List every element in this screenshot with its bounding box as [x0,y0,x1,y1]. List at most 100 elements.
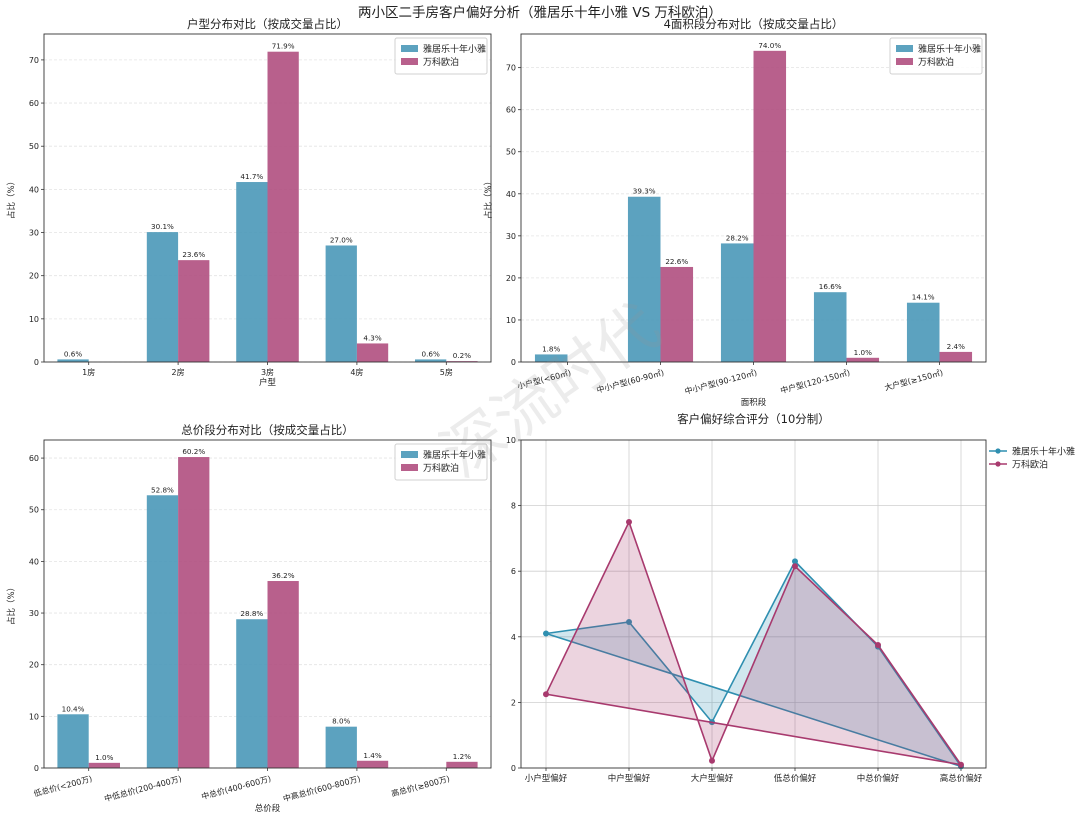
bar-1-0 [88,762,120,768]
y-tick-label: 20 [29,272,39,281]
point-1-0 [543,691,549,698]
plot-frame [520,439,987,769]
bar-0-0 [534,354,568,362]
y-tick-label: 10 [29,315,39,324]
legend-label-0: 雅居乐十年小雅 [423,449,486,461]
y-tick-label: 40 [29,557,39,566]
bar-1-2 [267,581,299,768]
legend-box [394,37,488,75]
y-tick-label: 0 [511,764,516,773]
y-tick-label: 4 [511,633,516,642]
x-tick-label: 1房 [82,367,95,377]
y-tick-label: 30 [29,229,39,238]
legend-label-0: 雅居乐十年小雅 [423,43,486,55]
y-tick-label: 20 [29,661,39,670]
data-label-1-2: 74.0% [758,41,781,50]
data-label-1-0: 1.0% [95,753,113,762]
legend-marker-1 [995,461,1001,467]
legend-box [394,443,488,481]
data-label-1-3: 1.0% [854,348,872,357]
data-label-1-4: 0.2% [453,351,471,360]
y-tick-label: 50 [29,142,39,151]
legend-label-0: 雅居乐十年小雅 [1012,446,1075,458]
data-label-0-3: 27.0% [330,235,353,244]
bar-1-4 [446,761,478,768]
data-label-0-3: 8.0% [332,717,350,726]
legend-label-1: 万科欧泊 [423,56,459,68]
data-label-0-2: 41.7% [240,172,263,181]
y-tick-label: 50 [506,148,516,157]
data-label-1-1: 60.2% [182,447,205,456]
data-label-1-4: 1.2% [453,752,471,761]
chart-title: 4面积段分布对比（按成交量占比） [664,17,844,31]
y-tick-label: 0 [511,358,516,367]
data-label-1-2: 71.9% [272,42,295,51]
data-label-0-1: 39.3% [633,187,656,196]
legend-swatch-1 [401,58,418,65]
bar-0-4 [415,359,447,362]
legend-label-1: 万科欧泊 [423,462,459,474]
bar-0-1 [627,196,661,362]
legend-marker-0 [995,448,1001,454]
bar-0-3 [325,245,357,362]
y-tick-label: 0 [34,764,39,773]
y-tick-label: 0 [34,358,39,367]
data-label-1-4: 2.4% [947,342,965,351]
bar-0-1 [146,495,179,768]
bar-1-3 [846,357,880,362]
x-tick-label: 小户型偏好 [525,773,568,784]
x-tick-label: 2房 [172,367,185,377]
legend-label-0: 雅居乐十年小雅 [918,43,981,55]
y-axis-label: 占比（%） [6,177,17,219]
bar-0-3 [325,726,357,768]
data-label-0-1: 52.8% [151,485,174,494]
bar-0-0 [57,359,89,362]
legend-swatch-1 [896,58,913,65]
chart-mianji: 0 10 20 30 40 50 60 70 1.8% 39.3% 28.2% 16.6% 14.1% 2… [483,17,987,408]
x-tick-label: 中户型偏好 [608,773,651,784]
point-1-2 [709,757,715,764]
bar-1-1 [178,457,210,768]
data-label-0-2: 28.2% [726,233,749,242]
x-tick-label: 3房 [261,367,274,377]
point-0-0 [543,630,549,637]
data-label-0-4: 14.1% [912,293,935,302]
legend-swatch-1 [401,464,418,471]
y-tick-label: 8 [511,502,516,511]
x-axis-label: 面积段 [741,397,767,408]
data-label-1-2: 36.2% [272,571,295,580]
point-0-1 [626,619,632,626]
chart-title: 户型分布对比（按成交量占比） [187,17,348,31]
x-tick-label: 高总价偏好 [940,773,983,784]
data-label-0-0: 10.4% [62,704,85,713]
bar-1-1 [178,260,210,362]
x-axis-label: 总价段 [255,803,281,814]
figure-title: 两小区二手房客户偏好分析（雅居乐十年小雅 VS 万科欧泊） [358,4,722,21]
x-tick-label: 大户型偏好 [691,773,734,784]
chart-title: 客户偏好综合评分（10分制） [677,412,830,426]
x-tick-label: 低总价偏好 [774,773,817,784]
point-1-3 [792,563,798,570]
bar-0-2 [236,182,268,362]
y-tick-label: 20 [506,274,516,283]
chart-huxing: 0 10 20 30 40 50 60 70 0.6% 30.1% 41.7% 27.0% 0.6% 23… [6,17,492,388]
y-tick-label: 30 [506,232,516,241]
y-tick-label: 40 [506,190,516,199]
bar-0-2 [236,619,268,768]
data-label-0-2: 28.8% [240,609,263,618]
legend-swatch-0 [401,45,418,52]
data-label-0-3: 16.6% [819,282,842,291]
bar-1-1 [660,266,694,362]
y-tick-label: 10 [506,316,516,325]
bar-1-3 [356,760,389,768]
x-tick-label: 5房 [440,367,453,377]
x-tick-label: 中总价偏好 [857,773,900,784]
y-tick-label: 70 [506,64,516,73]
point-0-3 [792,558,798,565]
data-label-0-0: 0.6% [64,349,82,358]
chart-title: 总价段分布对比（按成交量占比） [181,423,354,437]
y-tick-label: 6 [511,567,516,576]
legend-swatch-0 [896,45,913,52]
bar-1-4 [939,351,973,362]
data-label-0-4: 0.6% [422,349,440,358]
